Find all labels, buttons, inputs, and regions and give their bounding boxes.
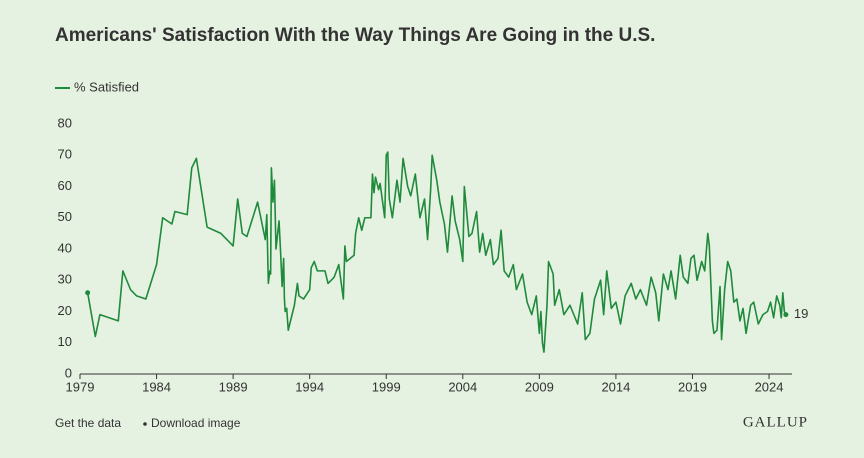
y-tick-label: 70: [58, 147, 72, 162]
x-tick-label: 2019: [678, 379, 707, 394]
end-point: [783, 312, 789, 318]
x-tick-label: 2024: [755, 379, 784, 394]
x-tick-label: 1979: [66, 379, 95, 394]
y-tick-label: 30: [58, 272, 72, 287]
chart-title: Americans' Satisfaction With the Way Thi…: [55, 25, 655, 46]
end-label: 19: [794, 306, 808, 321]
y-tick-label: 60: [58, 178, 72, 193]
brand-logo: GALLUP: [743, 414, 808, 430]
legend-label: % Satisfied: [74, 79, 139, 94]
x-tick-label: 1994: [295, 379, 324, 394]
y-tick-label: 0: [65, 365, 72, 380]
x-tick-label: 2009: [525, 379, 554, 394]
data-line: [86, 151, 787, 353]
y-tick-label: 10: [58, 334, 72, 349]
x-tick-label: 2014: [601, 379, 630, 394]
y-tick-label: 40: [58, 240, 72, 255]
y-tick-label: 50: [58, 209, 72, 224]
start-point: [85, 290, 91, 296]
separator: [143, 422, 147, 426]
y-tick-label: 20: [58, 303, 72, 318]
y-tick-label: 80: [58, 115, 72, 130]
x-tick-label: 1984: [142, 379, 171, 394]
x-tick-label: 1989: [219, 379, 248, 394]
footer-link[interactable]: Get the data: [55, 416, 121, 430]
x-tick-label: 1999: [372, 379, 401, 394]
x-tick-label: 2004: [448, 379, 477, 394]
footer-link[interactable]: Download image: [151, 416, 241, 430]
